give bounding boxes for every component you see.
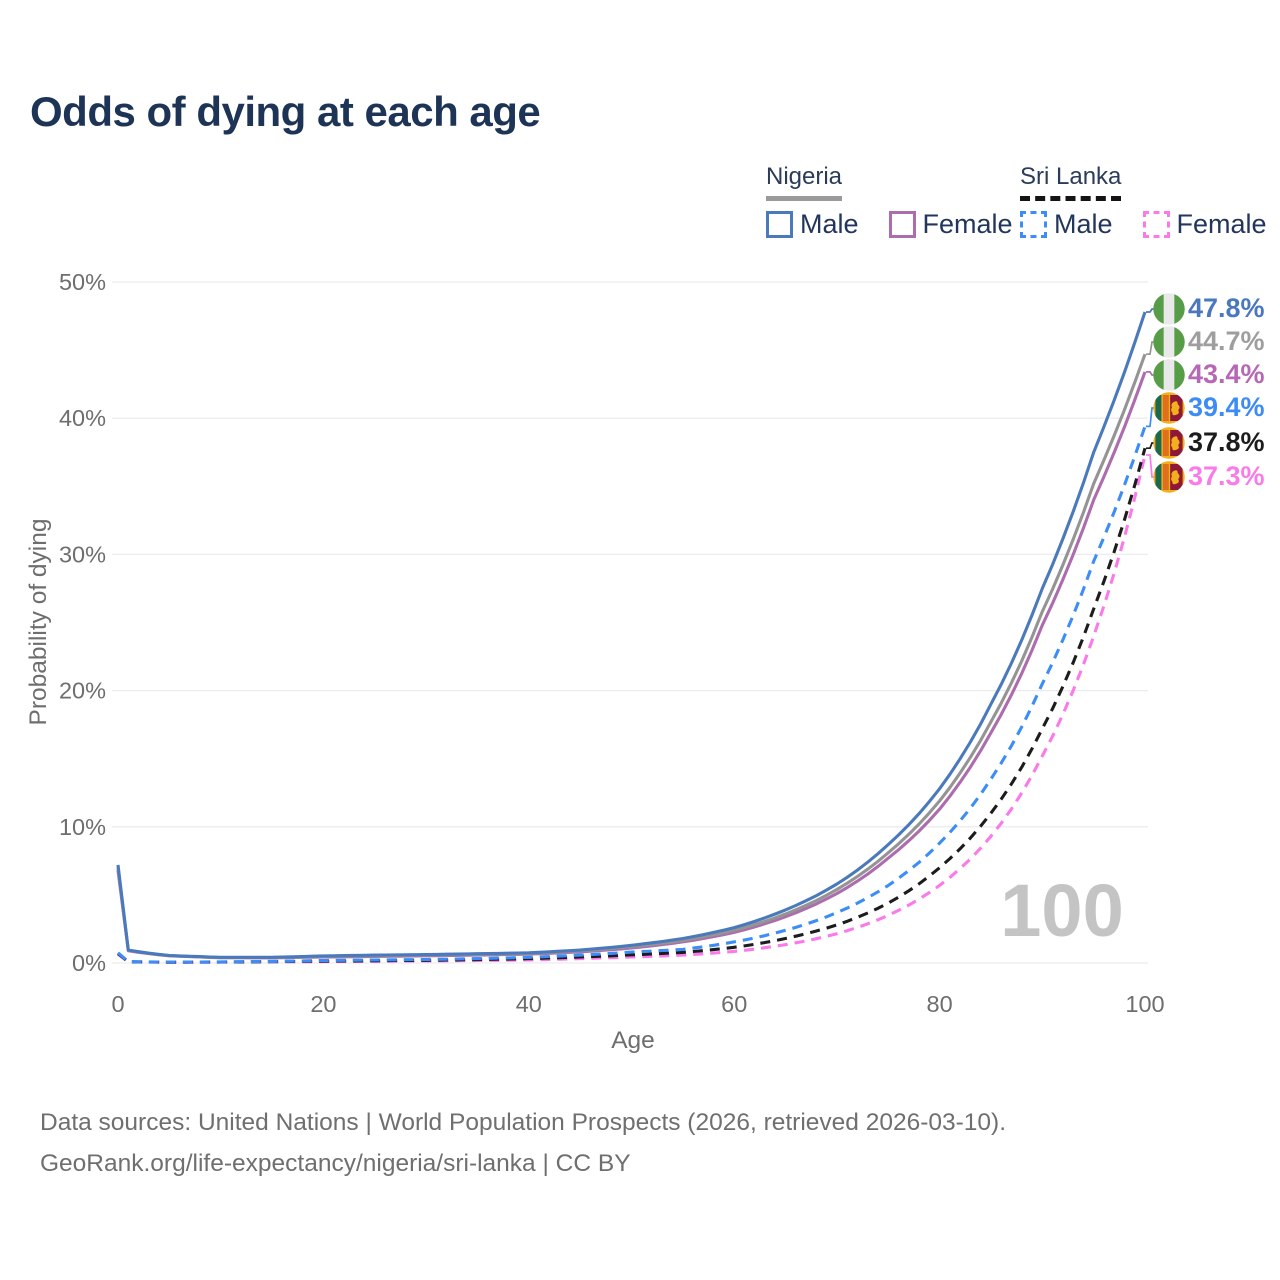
nigeria-male-swatch-icon (766, 211, 793, 238)
x-tick-label: 20 (310, 991, 336, 1017)
y-tick-label: 10% (59, 814, 106, 840)
legend-header-sri-lanka: Sri Lanka (1020, 163, 1122, 201)
legend-group-nigeria: Nigeria Male Female (766, 163, 1013, 240)
y-tick-label: 20% (59, 678, 106, 704)
footer-data-sources: Data sources: United Nations | World Pop… (40, 1109, 1007, 1136)
sri-lanka-flag-icon (1153, 461, 1186, 494)
data-lines (116, 311, 1147, 964)
nigeria-flag-icon (1153, 293, 1186, 326)
x-tick-label: 40 (516, 991, 542, 1017)
series-line-nigeria-female (116, 371, 1147, 960)
series-line-sri-lanka-female (117, 454, 1147, 964)
legend-label-nigeria-male: Male (800, 209, 859, 239)
legend-label-nigeria-female: Female (922, 209, 1013, 239)
hovered-age-watermark: 100 (1000, 869, 1124, 952)
legend-items-nigeria: Male Female (766, 209, 1013, 240)
page-title: Odds of dying at each age (30, 88, 541, 135)
y-tick-label: 0% (72, 950, 106, 976)
legend-item-sri-lanka-male: Male (1020, 209, 1113, 240)
flag-icons (1153, 293, 1186, 494)
end-label-nigeria-both-sexes: 44.7% (1188, 326, 1265, 356)
sri-lanka-flag-icon (1153, 427, 1186, 460)
legend-label-sri-lanka-male: Male (1054, 209, 1113, 239)
gridlines (112, 281, 1148, 964)
y-tick-label: 40% (59, 405, 106, 431)
y-axis-title: Probability of dying (25, 518, 52, 725)
series-line-sri-lanka-male (116, 425, 1147, 964)
legend-group-sri-lanka: Sri Lanka Male Female (1020, 163, 1267, 240)
nigeria-flag-icon (1153, 326, 1186, 359)
footer: Data sources: United Nations | World Pop… (40, 1102, 1006, 1184)
sri-lanka-flag-icon (1153, 392, 1186, 425)
y-tick-label: 30% (59, 541, 106, 567)
x-tick-label: 60 (721, 991, 747, 1017)
end-label-sri-lanka-male: 39.4% (1188, 392, 1265, 422)
x-tick-label: 80 (927, 991, 953, 1017)
end-label-sri-lanka-female: 37.3% (1188, 461, 1265, 491)
nigeria-female-swatch-icon (888, 211, 916, 238)
legend-item-sri-lanka-female: Female (1142, 209, 1267, 240)
legend-item-nigeria-male: Male (766, 209, 859, 240)
axis-labels: 0% 10% 20% 30% 40% 50% 0 20 40 60 80 100 Age Probabil… (25, 269, 1165, 1054)
x-axis-title: Age (611, 1027, 655, 1054)
sri-lanka-female-swatch-icon (1142, 211, 1170, 238)
label-leader-lines (1146, 308, 1156, 478)
end-label-sri-lanka-both-sexes: 37.8% (1188, 427, 1265, 457)
sri-lanka-male-swatch-icon (1020, 211, 1047, 238)
end-label-nigeria-male: 47.8% (1188, 293, 1265, 323)
end-label-nigeria-female: 43.4% (1188, 359, 1265, 389)
legend-items-sri-lanka: Male Female (1020, 209, 1267, 240)
y-tick-label: 50% (59, 269, 106, 295)
legend-item-nigeria-female: Female (888, 209, 1013, 240)
series-line-nigeria-male (116, 311, 1147, 959)
series-line-nigeria-both-sexes (116, 353, 1147, 960)
nigeria-flag-icon (1153, 359, 1186, 392)
legend-label-sri-lanka-female: Female (1176, 209, 1267, 239)
x-tick-label: 0 (111, 991, 124, 1017)
x-tick-label: 100 (1125, 991, 1164, 1017)
footer-attribution: GeoRank.org/life-expectancy/nigeria/sri-… (40, 1150, 631, 1177)
legend-header-nigeria: Nigeria (766, 163, 843, 201)
